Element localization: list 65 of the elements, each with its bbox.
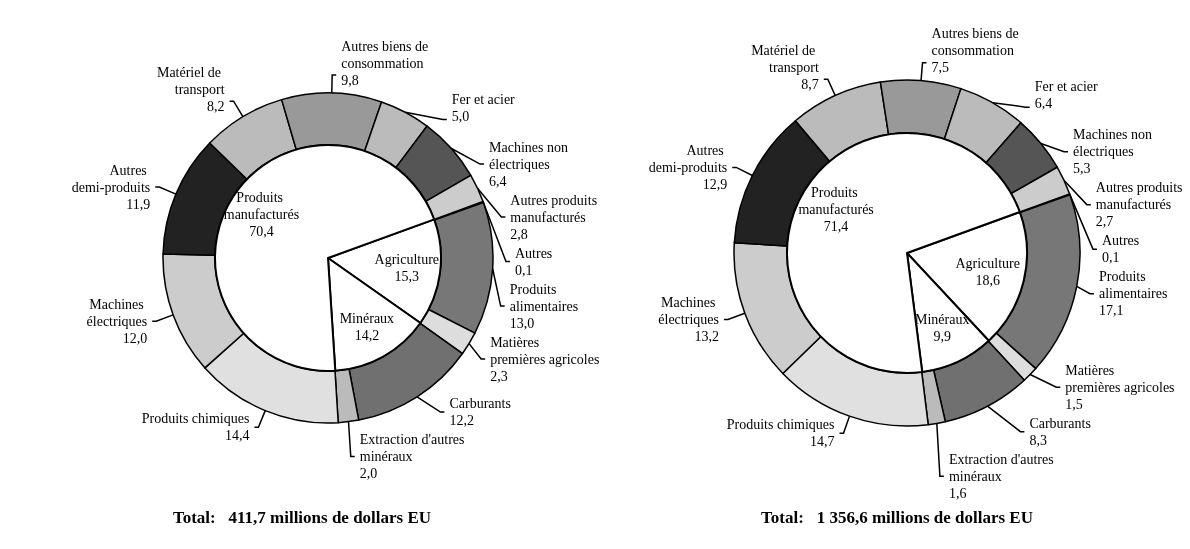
data-label: 7,5 bbox=[931, 60, 950, 76]
slice-label: Produits manufacturés bbox=[798, 185, 874, 218]
data-label: 8,2 bbox=[207, 98, 225, 114]
data-label: 13,2 bbox=[694, 328, 719, 344]
data-label: 1,6 bbox=[948, 485, 967, 501]
data-label: 1,5 bbox=[1065, 396, 1083, 412]
slice-label: Autres demi-produits bbox=[71, 162, 151, 195]
data-label: 14,7 bbox=[809, 434, 835, 450]
slice-label: Carburants bbox=[1029, 415, 1091, 431]
slice-label: Agriculture bbox=[955, 256, 1020, 272]
slice-label: Produits chimiques bbox=[141, 411, 250, 427]
data-label: 13,0 bbox=[509, 315, 535, 331]
slice-label: Machines non électriques bbox=[489, 139, 572, 172]
data-label: 9,8 bbox=[341, 72, 359, 88]
data-label: 6,4 bbox=[1034, 96, 1053, 112]
data-label: 0,1 bbox=[1101, 250, 1120, 266]
data-label: 2,8 bbox=[510, 226, 528, 242]
text: Total: 411,7 millions de dollars EU bbox=[172, 508, 432, 527]
data-label: 5,3 bbox=[1073, 161, 1091, 177]
data-label: 18,6 bbox=[975, 273, 1000, 289]
data-label: 11,9 bbox=[126, 196, 151, 212]
data-label: 0,1 bbox=[514, 262, 533, 278]
slice-label: Fer et acier bbox=[1034, 79, 1099, 95]
slice-label: Extraction d'autres minéraux bbox=[359, 432, 469, 465]
slice-label: Machines non électriques bbox=[1073, 127, 1156, 160]
slice-label: Minéraux bbox=[339, 311, 395, 327]
slice-label: Matériel de transport bbox=[751, 42, 819, 75]
slice-label: Matières premières agricoles bbox=[1065, 362, 1175, 395]
data-label: 8,3 bbox=[1029, 432, 1047, 448]
slice-label: Autres demi-produits bbox=[648, 142, 728, 175]
slice-label: Autres produits manufacturés bbox=[1095, 180, 1187, 213]
data-label: 12,0 bbox=[122, 330, 148, 346]
slice-label: Matières premières agricoles bbox=[490, 334, 600, 367]
data-label: 15,3 bbox=[394, 269, 420, 285]
text: Total: 1 356,6 millions de dollars EU bbox=[761, 508, 1033, 527]
slice-label: Fer et acier bbox=[451, 91, 516, 107]
data-label: 9,9 bbox=[933, 329, 951, 345]
slice-label: Carburants bbox=[449, 396, 511, 412]
slice-label: Produits chimiques bbox=[726, 417, 835, 433]
slice-label: Extraction d'autres minéraux bbox=[948, 451, 1058, 484]
slice-label: Autres biens de consommation bbox=[931, 26, 1023, 59]
slice-label: Autres bbox=[514, 245, 553, 261]
data-label: 2,3 bbox=[490, 368, 508, 384]
slice-label: Agriculture bbox=[374, 252, 440, 268]
data-label: 12,2 bbox=[449, 413, 474, 429]
data-label: 17,1 bbox=[1098, 303, 1124, 319]
data-label: 8,7 bbox=[801, 76, 819, 92]
slice-label: Produits alimentaires bbox=[1098, 269, 1168, 302]
data-label: 14,4 bbox=[224, 428, 250, 444]
data-label: 2,7 bbox=[1095, 214, 1114, 230]
slice-label: Machines électriques bbox=[658, 294, 719, 327]
data-label: 70,4 bbox=[249, 224, 274, 240]
slice-label: Matériel de transport bbox=[156, 64, 225, 97]
data-label: 2,0 bbox=[359, 466, 378, 482]
slice-label: Produits manufacturés bbox=[223, 190, 300, 223]
data-label: 6,4 bbox=[489, 173, 507, 189]
slice-label: Autres bbox=[1101, 233, 1140, 249]
data-label: 5,0 bbox=[451, 108, 470, 124]
data-label: 71,4 bbox=[823, 219, 849, 235]
slice-label: Autres produits manufacturés bbox=[510, 192, 601, 225]
data-label: 12,9 bbox=[702, 176, 728, 192]
slice-label: Autres biens de consommation bbox=[341, 38, 432, 71]
data-label: 14,2 bbox=[354, 328, 380, 344]
slice-label: Machines électriques bbox=[86, 296, 148, 329]
slice-label: Produits alimentaires bbox=[509, 281, 579, 314]
